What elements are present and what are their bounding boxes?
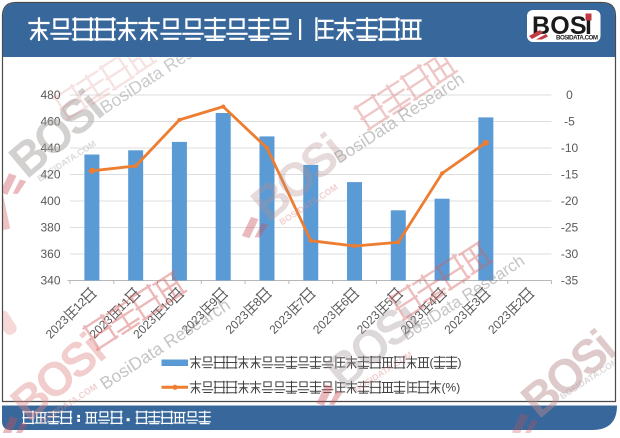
svg-text:-20: -20 [561,194,579,208]
svg-text:420: 420 [40,168,60,182]
svg-text:-30: -30 [561,247,579,261]
svg-text:i: i [585,12,592,40]
svg-text:440: 440 [40,141,60,155]
svg-text:(: ( [430,356,434,370]
svg-text:-10: -10 [561,141,579,155]
svg-text:): ) [458,356,462,370]
svg-text:340: 340 [40,274,60,288]
svg-text:400: 400 [40,194,60,208]
svg-text:-5: -5 [564,115,575,129]
svg-text:0: 0 [566,88,573,102]
svg-text:480: 480 [40,88,60,102]
svg-text:(%): (%) [442,381,461,395]
svg-text:380: 380 [40,221,60,235]
svg-text:-15: -15 [561,168,579,182]
svg-text:-25: -25 [561,221,579,235]
svg-text:-35: -35 [561,274,579,288]
svg-text:460: 460 [40,115,60,129]
svg-text:BOSIDATA.COM: BOSIDATA.COM [556,35,598,42]
svg-text:360: 360 [40,247,60,261]
svg-text:BOS: BOS [532,12,586,40]
